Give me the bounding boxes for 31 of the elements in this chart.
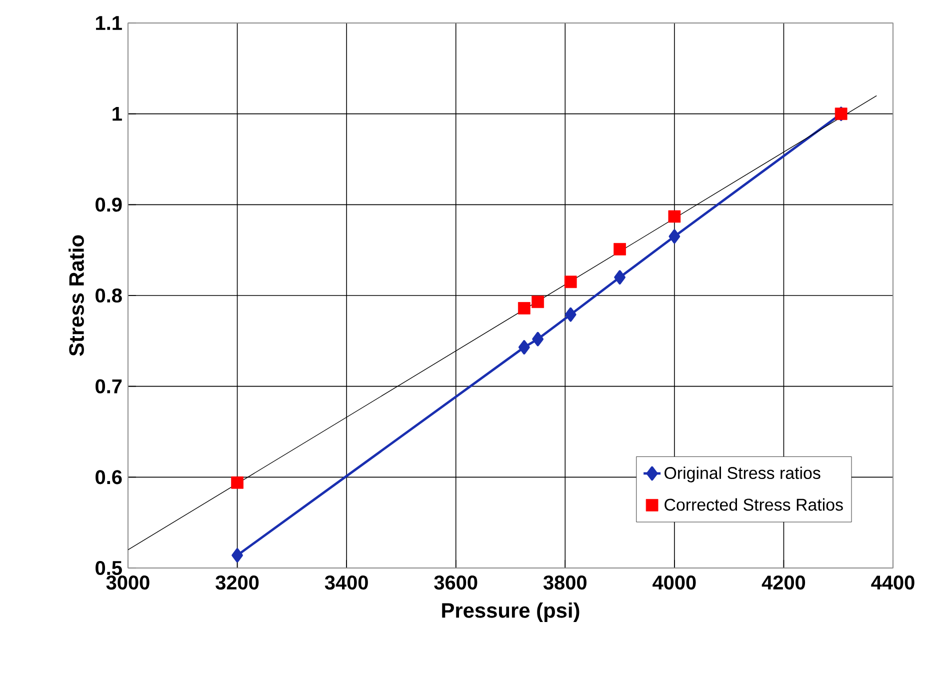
y-tick-label: 1.1: [96, 16, 122, 30]
x-tick-label: 3600: [434, 576, 478, 590]
point: [518, 302, 530, 314]
y-tick-label: 0.9: [96, 198, 122, 212]
x-tick-label: 4000: [652, 576, 696, 590]
legend-label: Corrected Stress Ratios: [664, 498, 843, 511]
y-tick-label: 0.7: [96, 379, 122, 394]
y-tick-label: 0.6: [96, 470, 122, 484]
point: [532, 332, 544, 346]
x-tick-label: 3000: [106, 576, 150, 590]
y-tick-label: 0.5: [96, 560, 122, 576]
point: [564, 307, 576, 322]
legend-label: Original Stress ratios: [664, 466, 820, 482]
x-tick-label: 3200: [216, 576, 259, 590]
point: [232, 548, 243, 562]
y-tick-label: 0.8: [96, 288, 122, 303]
x-tick-label: 3400: [324, 576, 368, 590]
point: [614, 270, 626, 285]
point: [231, 476, 244, 489]
x-tick-label: 4200: [762, 576, 806, 590]
x-tick-label: 4400: [871, 576, 914, 590]
point: [668, 210, 681, 223]
point: [532, 296, 544, 308]
point: [614, 242, 626, 256]
point: [564, 276, 577, 288]
point: [518, 340, 530, 354]
point: [668, 229, 680, 244]
y-axis-title: Stress Ratio: [68, 235, 84, 356]
y-tick-label: 1: [112, 106, 122, 121]
x-tick-label: 3800: [543, 576, 586, 590]
x-axis-title: Pressure (psi): [442, 602, 580, 622]
